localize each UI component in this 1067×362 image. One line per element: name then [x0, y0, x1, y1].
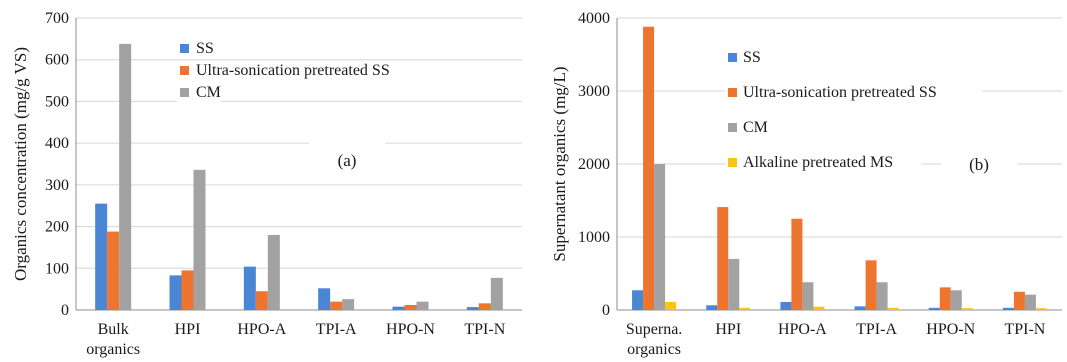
bar: [1035, 308, 1047, 310]
legend-label: Alkaline pretreated MS: [743, 154, 893, 171]
bar: [813, 306, 825, 310]
legend-label: CM: [743, 119, 768, 136]
x-tick-label: HPO-N: [386, 321, 435, 338]
bar: [654, 164, 666, 310]
y-tick-label: 2000: [578, 156, 610, 173]
bar: [466, 307, 479, 310]
bar: [490, 277, 503, 310]
panel-label: (a): [338, 151, 357, 170]
bar: [665, 301, 677, 310]
bar: [1024, 294, 1036, 310]
legend-label: SS: [743, 49, 761, 66]
legend: SS Ultra-sonication pretreated SS CM Alkali…: [725, 48, 983, 173]
x-tick-label: TPI-N: [464, 321, 505, 338]
bar: [181, 270, 194, 310]
bar: [330, 301, 343, 310]
bar: [392, 306, 405, 310]
legend-swatch: [180, 88, 189, 97]
y-axis-label: Organics concentration (mg/g VS): [11, 47, 30, 281]
bar: [728, 258, 740, 310]
y-tick-label: 200: [45, 219, 69, 236]
bar: [854, 306, 866, 310]
bar: [791, 218, 803, 310]
bar: [865, 260, 877, 310]
legend-label: Ultra-sonication pretreated SS: [196, 62, 390, 79]
legend-swatch: [728, 53, 737, 62]
bar: [950, 290, 962, 310]
bar: [887, 307, 899, 310]
legend: SS Ultra-sonication pretreated SS CM: [177, 39, 436, 103]
bar: [318, 288, 331, 310]
y-tick-label: 0: [61, 302, 69, 319]
chart-panel-b: 0 1000 2000 3000 4000 Supernatant organics (m…: [550, 10, 1062, 358]
y-tick-label: 0: [602, 302, 610, 319]
legend-swatch: [728, 88, 737, 97]
x-tick-label: organics: [86, 341, 140, 358]
bar: [1013, 291, 1025, 310]
x-tick-label: Superna.: [626, 321, 682, 338]
bar: [643, 26, 655, 310]
bar: [107, 231, 120, 310]
legend-swatch: [180, 66, 189, 75]
legend-background: [725, 83, 983, 103]
x-tick-label: TPI-A: [856, 321, 897, 338]
legend-label: SS: [196, 40, 214, 57]
x-tick-label: HPI: [715, 321, 741, 338]
bar: [717, 207, 729, 310]
y-tick-label: 600: [45, 52, 69, 69]
y-tick-label: 1000: [578, 229, 610, 246]
legend-background: [725, 153, 921, 173]
bar: [961, 308, 973, 310]
bar: [876, 282, 888, 310]
legend-label: CM: [196, 84, 221, 101]
bar: [802, 282, 814, 310]
bar: [1002, 307, 1014, 310]
bar: [255, 291, 268, 310]
y-tick-label: 4000: [578, 10, 610, 27]
y-tick-label: 400: [45, 135, 69, 152]
y-axis-label: Supernatant organics (mg/L): [550, 66, 569, 261]
panel-label-background: [941, 142, 1017, 176]
bar: [416, 301, 429, 310]
bar: [342, 299, 355, 310]
legend-swatch: [728, 158, 737, 167]
panel-label: (b): [969, 155, 989, 174]
legend-label: Ultra-sonication pretreated SS: [743, 84, 937, 101]
bar: [119, 43, 132, 311]
y-tick-label: 300: [45, 177, 69, 194]
bar: [95, 203, 108, 310]
bar: [780, 301, 792, 310]
y-tick-label: 3000: [578, 83, 610, 100]
x-tick-label: Bulk: [98, 321, 129, 338]
x-tick-label: HPO-N: [926, 321, 975, 338]
x-tick-label: TPI-N: [1004, 321, 1045, 338]
x-tick-label: TPI-A: [316, 321, 357, 338]
bar: [939, 287, 951, 310]
legend-swatch: [728, 123, 737, 132]
legend-background: [177, 61, 436, 81]
y-tick-label: 700: [45, 10, 69, 27]
bar: [243, 266, 256, 310]
y-tick-label: 100: [45, 260, 69, 277]
bar: [478, 303, 491, 310]
bar: [632, 290, 644, 310]
bar: [706, 305, 718, 310]
legend-swatch: [180, 44, 189, 53]
bar: [404, 304, 417, 310]
x-tick-label: HPO-A: [237, 321, 286, 338]
x-tick-label: organics: [627, 341, 681, 358]
panel-label-background: [309, 138, 385, 172]
bar: [928, 307, 940, 310]
bar: [739, 307, 751, 310]
bar: [267, 234, 280, 310]
y-tick-label: 500: [45, 93, 69, 110]
x-tick-label: HPO-A: [778, 321, 827, 338]
bar: [169, 275, 182, 310]
chart-panel-a: 0 100 200 300 400 500 600 700 Organics concentra…: [11, 10, 522, 358]
bar: [193, 169, 206, 310]
x-tick-label: HPI: [175, 321, 201, 338]
